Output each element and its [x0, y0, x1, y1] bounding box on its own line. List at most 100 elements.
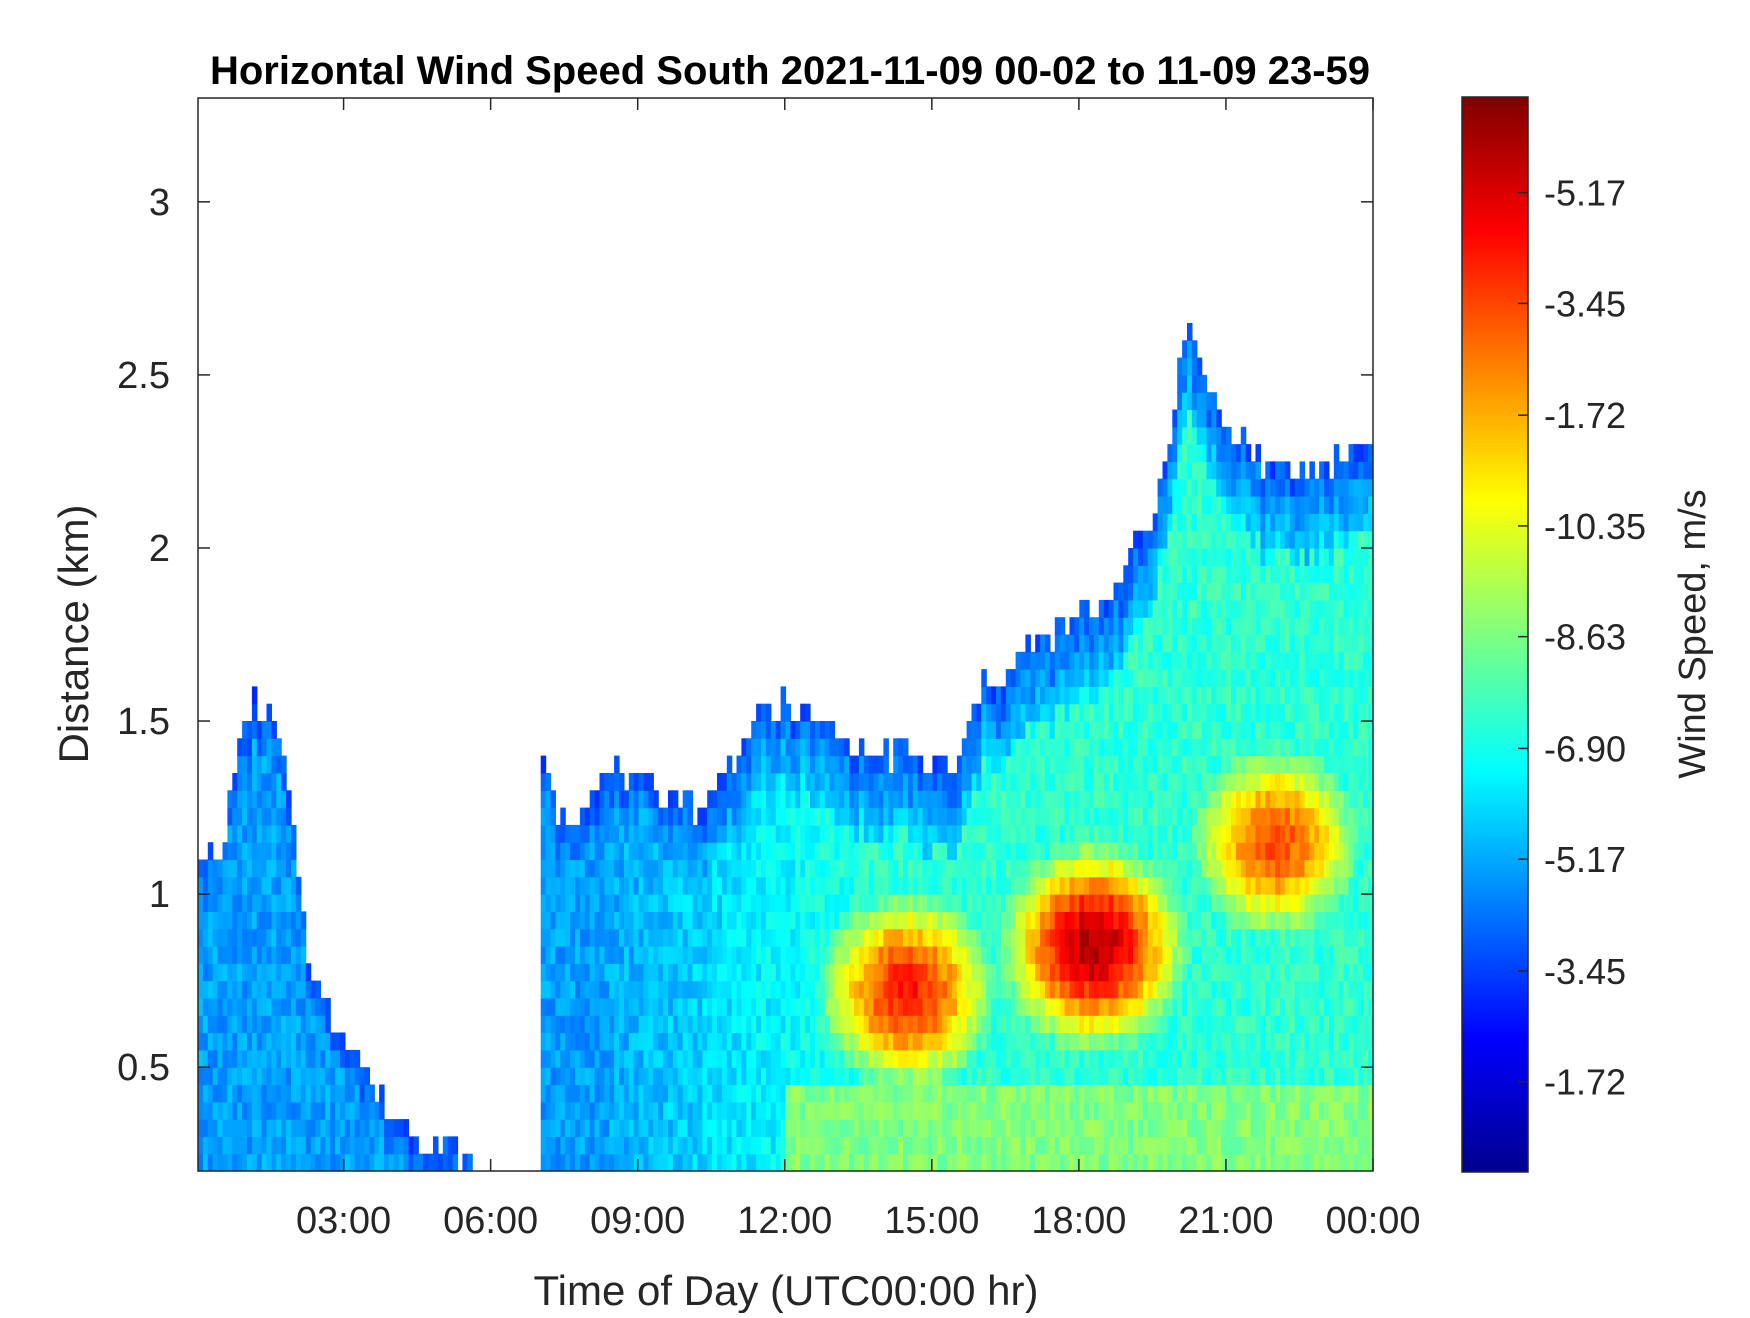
heatmap-cell [726, 997, 733, 1016]
heatmap-cell [648, 894, 654, 912]
heatmap-cell [198, 980, 204, 999]
heatmap-cell [932, 928, 938, 947]
heatmap-cell [1191, 911, 1198, 930]
heatmap-cell [295, 894, 302, 912]
heatmap-cell [599, 1153, 605, 1171]
heatmap-cell [1049, 980, 1056, 999]
heatmap-cell [286, 1101, 292, 1120]
heatmap-cell [790, 1049, 796, 1068]
heatmap-cell [1089, 1067, 1095, 1086]
heatmap-cell [286, 1136, 292, 1155]
heatmap-cell [991, 773, 997, 791]
heatmap-cell [937, 963, 943, 982]
heatmap-cell [560, 1049, 566, 1068]
heatmap-cell [1226, 513, 1232, 532]
heatmap-cell [1172, 963, 1178, 982]
heatmap-cell [237, 859, 243, 878]
heatmap-cell [619, 807, 625, 826]
heatmap-cell [942, 824, 948, 843]
heatmap-cell [1118, 651, 1124, 670]
heatmap-cell [330, 1136, 336, 1155]
heatmap-cell [281, 790, 287, 809]
heatmap-cell [354, 1101, 361, 1120]
heatmap-cell [1226, 911, 1232, 930]
heatmap-cell [1201, 513, 1208, 532]
heatmap-cell [785, 824, 791, 843]
heatmap-cell [653, 824, 659, 843]
heatmap-cell [1265, 894, 1271, 912]
heatmap-cell [986, 755, 992, 774]
heatmap-cell [232, 1084, 238, 1103]
heatmap-cell [633, 1119, 640, 1137]
heatmap-cell [834, 1032, 840, 1051]
heatmap-cell [1133, 1067, 1139, 1086]
heatmap-cell [824, 997, 831, 1016]
heatmap-cell [1250, 478, 1257, 497]
heatmap-cell [1045, 946, 1051, 964]
heatmap-cell [1270, 946, 1276, 964]
heatmap-cell [1162, 1153, 1168, 1171]
heatmap-cell [207, 980, 214, 999]
heatmap-cell [1079, 997, 1085, 1016]
heatmap-cell [883, 755, 889, 774]
heatmap-cell [1020, 1136, 1026, 1155]
heatmap-cell [922, 997, 929, 1016]
heatmap-cell [1270, 548, 1276, 566]
heatmap-cell [1142, 1084, 1149, 1103]
heatmap-cell [1235, 859, 1242, 878]
heatmap-cell [981, 928, 987, 947]
heatmap-cell [1240, 582, 1247, 601]
heatmap-cell [1187, 1136, 1193, 1155]
heatmap-cell [1000, 928, 1007, 947]
heatmap-cell [1030, 755, 1036, 774]
heatmap-cell [805, 928, 811, 947]
heatmap-cell [222, 1153, 228, 1171]
heatmap-cell [761, 946, 767, 964]
heatmap-cell [785, 911, 791, 930]
heatmap-cell [1260, 721, 1266, 739]
heatmap-cell [726, 963, 733, 982]
heatmap-cell [1162, 997, 1168, 1016]
heatmap-cell [1098, 859, 1105, 878]
heatmap-cell [1025, 1032, 1031, 1051]
heatmap-cell [1000, 842, 1007, 861]
heatmap-cell [1103, 1015, 1110, 1034]
heatmap-cell [1113, 790, 1119, 809]
heatmap-cell [251, 790, 258, 809]
heatmap-cell [1152, 894, 1159, 912]
heatmap-cell [1147, 651, 1154, 670]
heatmap-cell [1128, 946, 1134, 964]
heatmap-cell [883, 1015, 889, 1034]
heatmap-cell [971, 721, 977, 739]
heatmap-cell [271, 1067, 277, 1086]
heatmap-cell [1231, 1067, 1237, 1086]
heatmap-cell [1172, 911, 1178, 930]
heatmap-cell [1030, 1136, 1036, 1155]
heatmap-cell [829, 911, 836, 930]
heatmap-cell [614, 842, 620, 861]
heatmap-cell [1191, 1049, 1198, 1068]
heatmap-cell [868, 963, 875, 982]
heatmap-cell [614, 1101, 620, 1120]
heatmap-cell [873, 790, 880, 809]
heatmap-cell [1030, 1032, 1036, 1051]
heatmap-cell [952, 997, 958, 1016]
heatmap-cell [1152, 859, 1159, 878]
heatmap-cell [1035, 686, 1041, 705]
heatmap-cell [1211, 755, 1217, 774]
heatmap-cell [545, 824, 552, 843]
heatmap-cell [775, 721, 782, 739]
heatmap-cell [1108, 1032, 1115, 1051]
heatmap-cell [1157, 1119, 1164, 1137]
heatmap-cell [1049, 1084, 1056, 1103]
heatmap-cell [1093, 790, 1100, 809]
heatmap-cell [795, 738, 801, 757]
heatmap-cell [663, 894, 669, 912]
heatmap-cell [1157, 911, 1164, 930]
heatmap-cell [242, 824, 248, 843]
heatmap-cell [697, 859, 703, 878]
heatmap-cell [1250, 859, 1257, 878]
heatmap-cell [1064, 928, 1071, 947]
heatmap-cell [1265, 634, 1271, 653]
heatmap-cell [619, 876, 625, 895]
